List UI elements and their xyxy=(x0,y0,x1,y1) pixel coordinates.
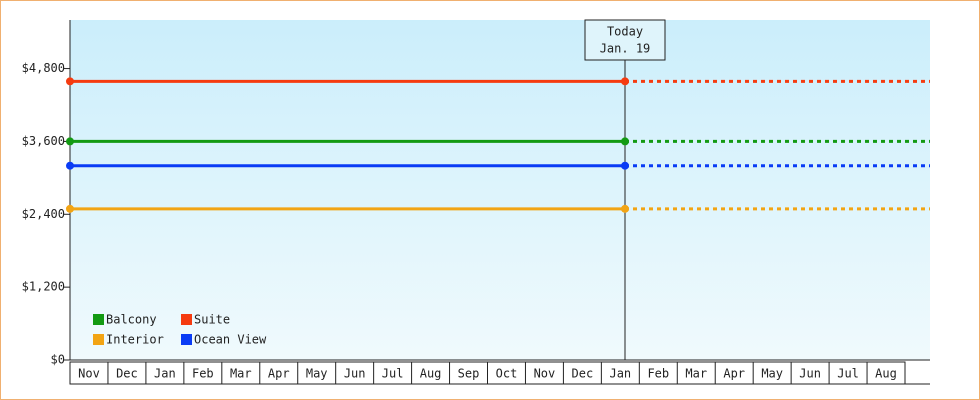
y-tick-label: $3,600 xyxy=(22,134,65,148)
x-tick-label: May xyxy=(761,367,783,381)
x-tick-label: Jul xyxy=(837,367,859,381)
x-tick-label: Feb xyxy=(647,367,669,381)
x-tick-label: Jun xyxy=(344,367,366,381)
start-point xyxy=(66,137,74,146)
today-label: Today xyxy=(607,25,643,39)
x-tick-label: Jan xyxy=(609,367,631,381)
x-tick-label: Aug xyxy=(875,367,897,381)
x-tick-label: Jun xyxy=(799,367,821,381)
y-tick-label: $0 xyxy=(51,353,65,367)
legend-swatch xyxy=(93,314,104,325)
start-point xyxy=(66,161,74,170)
y-tick-label: $4,800 xyxy=(22,61,65,75)
x-tick-label: Nov xyxy=(534,367,556,381)
x-tick-label: May xyxy=(306,367,328,381)
x-tick-label: Apr xyxy=(723,367,745,381)
x-tick-label: Dec xyxy=(572,367,594,381)
today-point xyxy=(621,204,629,213)
x-tick-label: Mar xyxy=(230,367,252,381)
x-tick-label: Oct xyxy=(496,367,518,381)
legend-swatch xyxy=(93,334,104,345)
today-box xyxy=(584,19,666,61)
today-point xyxy=(621,77,629,86)
legend-label: Suite xyxy=(194,313,230,327)
x-tick-label: Nov xyxy=(78,367,100,381)
legend-label: Interior xyxy=(106,333,164,347)
today-point xyxy=(621,161,629,170)
today-point xyxy=(621,137,629,146)
start-point xyxy=(66,204,74,213)
x-tick-label: Jan xyxy=(154,367,176,381)
x-tick-label: Sep xyxy=(458,367,480,381)
today-label: Jan. 19 xyxy=(600,42,651,56)
x-tick-label: Apr xyxy=(268,367,290,381)
y-tick-label: $1,200 xyxy=(22,280,65,294)
legend-swatch xyxy=(181,334,192,345)
x-tick-label: Mar xyxy=(685,367,707,381)
x-tick-label: Aug xyxy=(420,367,442,381)
y-tick-label: $2,400 xyxy=(22,207,65,221)
legend-label: Balcony xyxy=(106,313,157,327)
plot-area xyxy=(70,20,930,360)
x-tick-label: Feb xyxy=(192,367,214,381)
legend-swatch xyxy=(181,314,192,325)
x-tick-label: Dec xyxy=(116,367,138,381)
legend-label: Ocean View xyxy=(194,333,267,347)
x-tick-label: Jul xyxy=(382,367,404,381)
start-point xyxy=(66,77,74,86)
